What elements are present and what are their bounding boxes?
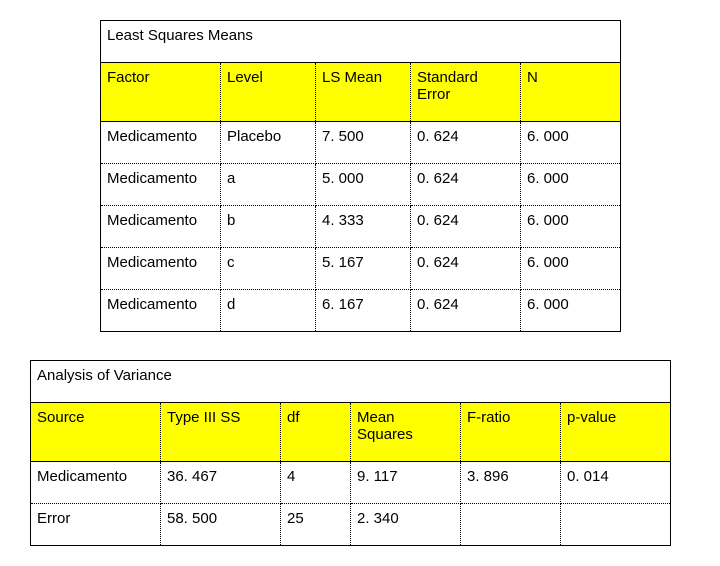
cell: 25	[281, 504, 351, 546]
cell: 6. 000	[521, 248, 621, 290]
cell: Medicamento	[101, 122, 221, 164]
cell: 6. 000	[521, 164, 621, 206]
aov-col-meansq: Mean Squares	[351, 403, 461, 462]
aov-col-df: df	[281, 403, 351, 462]
lsm-table: Least Squares Means Factor Level LS Mean…	[100, 20, 621, 332]
cell	[461, 504, 561, 546]
lsm-col-n: N	[521, 63, 621, 122]
lsm-col-stderr: Standard Error	[411, 63, 521, 122]
table-row: Medicamento Placebo 7. 500 0. 624 6. 000	[101, 122, 621, 164]
lsm-col-lsmean: LS Mean	[316, 63, 411, 122]
cell: 2. 340	[351, 504, 461, 546]
cell: b	[221, 206, 316, 248]
cell: 6. 000	[521, 290, 621, 332]
aov-col-type3ss: Type III SS	[161, 403, 281, 462]
table-row: Error 58. 500 25 2. 340	[31, 504, 671, 546]
aov-title: Analysis of Variance	[31, 361, 671, 403]
cell: 7. 500	[316, 122, 411, 164]
cell: Medicamento	[101, 290, 221, 332]
cell: 0. 624	[411, 164, 521, 206]
cell: c	[221, 248, 316, 290]
lsm-header-row: Factor Level LS Mean Standard Error N	[101, 63, 621, 122]
cell: 36. 467	[161, 462, 281, 504]
cell: 5. 167	[316, 248, 411, 290]
cell: 58. 500	[161, 504, 281, 546]
table-row: Medicamento c 5. 167 0. 624 6. 000	[101, 248, 621, 290]
cell: a	[221, 164, 316, 206]
cell: Medicamento	[31, 462, 161, 504]
cell: Placebo	[221, 122, 316, 164]
lsm-col-factor: Factor	[101, 63, 221, 122]
cell: Medicamento	[101, 164, 221, 206]
table-row: Medicamento a 5. 000 0. 624 6. 000	[101, 164, 621, 206]
lsm-col-level: Level	[221, 63, 316, 122]
table-row: Medicamento 36. 467 4 9. 117 3. 896 0. 0…	[31, 462, 671, 504]
cell	[561, 504, 671, 546]
cell: 0. 624	[411, 290, 521, 332]
cell: 0. 624	[411, 122, 521, 164]
cell: Medicamento	[101, 248, 221, 290]
cell: 9. 117	[351, 462, 461, 504]
cell: 0. 014	[561, 462, 671, 504]
aov-table: Analysis of Variance Source Type III SS …	[30, 360, 671, 546]
aov-col-source: Source	[31, 403, 161, 462]
cell: Medicamento	[101, 206, 221, 248]
table-row: Medicamento d 6. 167 0. 624 6. 000	[101, 290, 621, 332]
cell: 4. 333	[316, 206, 411, 248]
cell: 5. 000	[316, 164, 411, 206]
aov-header-row: Source Type III SS df Mean Squares F-rat…	[31, 403, 671, 462]
cell: d	[221, 290, 316, 332]
table-row: Medicamento b 4. 333 0. 624 6. 000	[101, 206, 621, 248]
cell: 3. 896	[461, 462, 561, 504]
lsm-title: Least Squares Means	[101, 21, 621, 63]
cell: Error	[31, 504, 161, 546]
cell: 6. 000	[521, 206, 621, 248]
aov-col-pvalue: p-value	[561, 403, 671, 462]
cell: 4	[281, 462, 351, 504]
cell: 6. 167	[316, 290, 411, 332]
cell: 0. 624	[411, 248, 521, 290]
cell: 6. 000	[521, 122, 621, 164]
aov-col-fratio: F-ratio	[461, 403, 561, 462]
cell: 0. 624	[411, 206, 521, 248]
